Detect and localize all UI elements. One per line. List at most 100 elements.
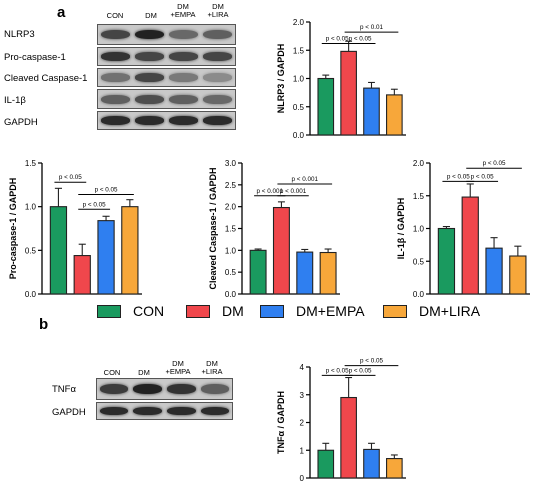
y-tick-label: 0 [300,474,305,483]
significance-label: p < 0.05 [471,173,494,180]
bar-con [49,206,68,295]
blot-band [167,407,196,415]
lane-label-b-dm-empa: DM +EMPA [165,359,191,376]
lane-label-dm-lira: DM +LIRA [207,2,229,19]
legend-label-dm-lira: DM+LIRA [419,303,481,319]
legend-item-dm: DM [186,303,244,319]
y-tick-label: 0.5 [25,246,37,255]
y-tick-label: 3.0 [225,159,237,168]
blot-label-tnfa: TNFα [52,384,76,395]
blot-label-gapdh-b: GAPDH [52,407,86,418]
significance-label: p < 0.05 [83,201,106,208]
y-tick-label: 4 [300,363,305,372]
blot-band [167,384,196,394]
bar-dm-empa [363,87,380,136]
lane-label-dm-empa: DM +EMPA [170,2,196,19]
chart-cleaved-caspase-1: 0.0 0.5 1.0 1.5 2.0 2.5 3.0 Cleaved Caspase-1 /… [208,159,340,299]
blot-band [134,116,164,125]
blot-band [169,73,198,82]
bar-dm [272,206,290,295]
blot-band [169,29,198,40]
blot-band [133,407,162,415]
blot-band [169,94,198,104]
bar-dm-empa [485,247,503,295]
blot-band [134,73,164,82]
blot-strip-cleaved-caspase-1 [97,68,236,87]
significance-label: p < 0.05 [349,367,372,374]
bar-con [249,249,267,295]
y-tick-label: 1 [300,446,305,455]
blot-label-gapdh-a: GAPDH [4,117,38,128]
legend-swatch-dm [186,304,210,318]
blot-label-cleaved-caspase-1: Cleaved Caspase-1 [4,73,88,84]
y-tick-label: 2.5 [225,181,237,190]
y-axis-label: NLRP3 / GAPDH [276,44,286,114]
y-tick-label: 0.0 [25,290,37,299]
blot-band [200,407,230,415]
y-tick-label: 0.0 [413,290,425,299]
blot-band [203,116,233,125]
y-tick-label: 2.0 [293,18,305,27]
bar-dm-empa [97,220,115,295]
significance-label: p < 0.05 [360,358,383,365]
legend-swatch-dm-empa [260,304,284,318]
blot-label-pro-caspase-1: Pro-caspase-1 [4,52,66,63]
bar-con [317,77,335,136]
significance-label: p < 0.001 [280,188,307,195]
lane-label-b-con: CON [103,368,121,377]
y-tick-label: 1.0 [293,75,305,84]
blot-band [203,29,233,40]
legend-swatch-con [97,304,121,318]
legend-swatch-dm-lira [383,304,407,318]
y-axis-label: IL-1β / GAPDH [396,198,406,260]
lane-label-b-dm: DM [138,368,150,377]
significance-label: p < 0.05 [447,173,470,180]
y-tick-label: 1.5 [225,225,237,234]
blot-strip-il-1b [97,89,236,109]
bar-dm [340,396,357,479]
blot-band [100,73,130,82]
blot-label-il-1b: IL-1β [4,95,26,106]
blot-band [100,29,130,40]
blot-band [133,384,162,394]
bar-con [317,449,335,479]
blot-band [200,384,230,394]
significance-label: p < 0.05 [483,160,506,167]
y-tick-label: 1.5 [293,46,305,55]
y-tick-label: 3 [300,391,305,400]
significance-label: p < 0.05 [59,174,82,181]
significance-label: p < 0.05 [349,35,372,42]
bar-dm [461,196,479,295]
y-tick-label: 0.5 [225,268,237,277]
legend-item-con: CON [97,303,164,319]
legend-label-con: CON [133,303,165,319]
chart-pro-caspase-1: 0.0 0.5 1.0 1.5 Pro-caspase-1 / GAPDH p < 0.0… [8,159,142,299]
significance-label: p < 0.05 [326,367,349,374]
legend-label-dm: DM [222,303,244,319]
legend-item-dm-empa: DM+EMPA [260,303,365,319]
lane-label-dm: DM [145,11,157,20]
blot-band [134,52,164,61]
blot-band [99,384,129,394]
blot-band [169,116,198,125]
bar-dm-empa [296,251,314,295]
y-tick-label: 0.0 [225,290,237,299]
blot-strip-nlrp3 [97,24,236,45]
bar-dm [340,50,357,136]
y-tick-label: 2.0 [225,203,237,212]
bar-dm [73,255,91,295]
blot-band [99,407,129,415]
y-tick-label: 2.0 [413,159,425,168]
y-tick-label: 1.5 [25,159,37,168]
y-tick-label: 0.0 [293,131,305,140]
blot-band [100,52,130,61]
legend-label-dm-empa: DM+EMPA [296,303,365,319]
bar-dm-lira [121,206,139,295]
y-axis-label: Cleaved Caspase-1 / GAPDH [208,167,218,289]
y-axis-label: Pro-caspase-1 / GAPDH [8,178,18,280]
significance-label: p < 0.001 [292,176,319,183]
y-tick-label: 0.5 [293,103,305,112]
blot-band [134,94,164,104]
